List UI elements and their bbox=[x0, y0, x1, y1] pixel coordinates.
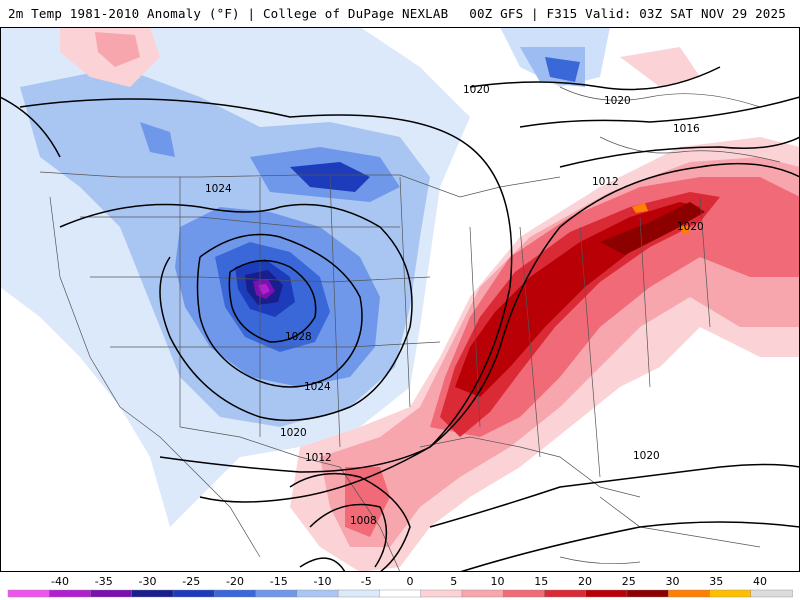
colorbar-cells bbox=[7, 589, 793, 598]
isobar-label: 1020 bbox=[463, 84, 490, 96]
colorbar-cell bbox=[668, 589, 711, 598]
isobar-label: 1020 bbox=[280, 427, 307, 439]
isobar-label: 1012 bbox=[592, 176, 619, 188]
anomaly-map: 1020 1020 1016 1012 1020 1024 1028 1024 … bbox=[0, 27, 800, 572]
model-valid-time: 00Z GFS | F315 Valid: 03Z SAT NOV 29 202… bbox=[469, 6, 786, 21]
isobar-label: 1020 bbox=[677, 221, 704, 233]
colorbar-cell bbox=[461, 589, 504, 598]
colorbar-tick-label: -30 bbox=[139, 575, 157, 588]
colorbar-cell bbox=[585, 589, 628, 598]
colorbar-cell bbox=[172, 589, 216, 598]
colorbar-cell bbox=[544, 589, 587, 598]
colorbar-cell bbox=[7, 589, 50, 598]
colorbar-cell bbox=[131, 589, 174, 598]
map-title: 2m Temp 1981-2010 Anomaly (°F) | College… bbox=[8, 6, 449, 21]
colorbar-tick-label: 25 bbox=[622, 575, 636, 588]
colorbar-tick-label: -20 bbox=[226, 575, 244, 588]
isobar-label: 1008 bbox=[350, 515, 377, 527]
isobar-label: 1024 bbox=[304, 381, 331, 393]
isobar-label: 1016 bbox=[673, 123, 700, 135]
colorbar-tick-label: -25 bbox=[182, 575, 200, 588]
colorbar-cell bbox=[296, 589, 339, 598]
colorbar-svg: -40 -35 -30 -25 -20 -15 -10 -5 0 5 10 15 20 25 30 35 40 bbox=[7, 575, 793, 598]
colorbar-cell bbox=[750, 589, 793, 598]
colorbar-cell bbox=[337, 589, 381, 598]
colorbar-cell bbox=[626, 589, 669, 598]
map-header: 2m Temp 1981-2010 Anomaly (°F) | College… bbox=[0, 0, 800, 26]
isobar-label: 1020 bbox=[604, 95, 631, 107]
colorbar-tick-label: -35 bbox=[95, 575, 113, 588]
colorbar-tick-label: -5 bbox=[361, 575, 372, 588]
isobars bbox=[0, 66, 800, 572]
colorbar-tick-label: 40 bbox=[753, 575, 767, 588]
colorbar-cell bbox=[379, 589, 422, 598]
cold-anomaly-field bbox=[0, 27, 610, 527]
colorbar-tick-labels: -40 -35 -30 -25 -20 -15 -10 -5 0 5 10 15 20 25 30 35 40 bbox=[51, 575, 767, 588]
isobar-label: 1024 bbox=[205, 183, 232, 195]
colorbar-tick-label: 30 bbox=[666, 575, 680, 588]
anomaly-map-canvas: 1020 1020 1016 1012 1020 1024 1028 1024 … bbox=[0, 27, 800, 572]
colorbar-cell bbox=[49, 589, 92, 598]
colorbar-tick-label: 5 bbox=[450, 575, 457, 588]
warm-anomaly-field bbox=[60, 27, 800, 572]
colorbar-tick-label: -40 bbox=[51, 575, 69, 588]
colorbar-cell bbox=[255, 589, 298, 598]
isobar-label: 1012 bbox=[305, 452, 332, 464]
isobar-label: 1028 bbox=[285, 331, 312, 343]
colorbar-cell bbox=[502, 589, 546, 598]
colorbar-cell bbox=[709, 589, 752, 598]
colorbar-tick-label: -10 bbox=[314, 575, 332, 588]
isobar-labels: 1020 1020 1016 1012 1020 1024 1028 1024 … bbox=[205, 84, 704, 527]
colorbar-tick-label: 15 bbox=[534, 575, 548, 588]
colorbar-tick-label: 10 bbox=[491, 575, 505, 588]
colorbar-cell bbox=[420, 589, 463, 598]
colorbar-tick-label: 35 bbox=[709, 575, 723, 588]
colorbar-tick-label: -15 bbox=[270, 575, 288, 588]
isobar-label: 1020 bbox=[633, 450, 660, 462]
colorbar-tick-label: 20 bbox=[578, 575, 592, 588]
colorbar-tick-label: 0 bbox=[407, 575, 414, 588]
colorbar-cell bbox=[90, 589, 133, 598]
colorbar-cell bbox=[214, 589, 257, 598]
colorbar: -40 -35 -30 -25 -20 -15 -10 -5 0 5 10 15 20 25 30 35 40 bbox=[0, 573, 800, 600]
